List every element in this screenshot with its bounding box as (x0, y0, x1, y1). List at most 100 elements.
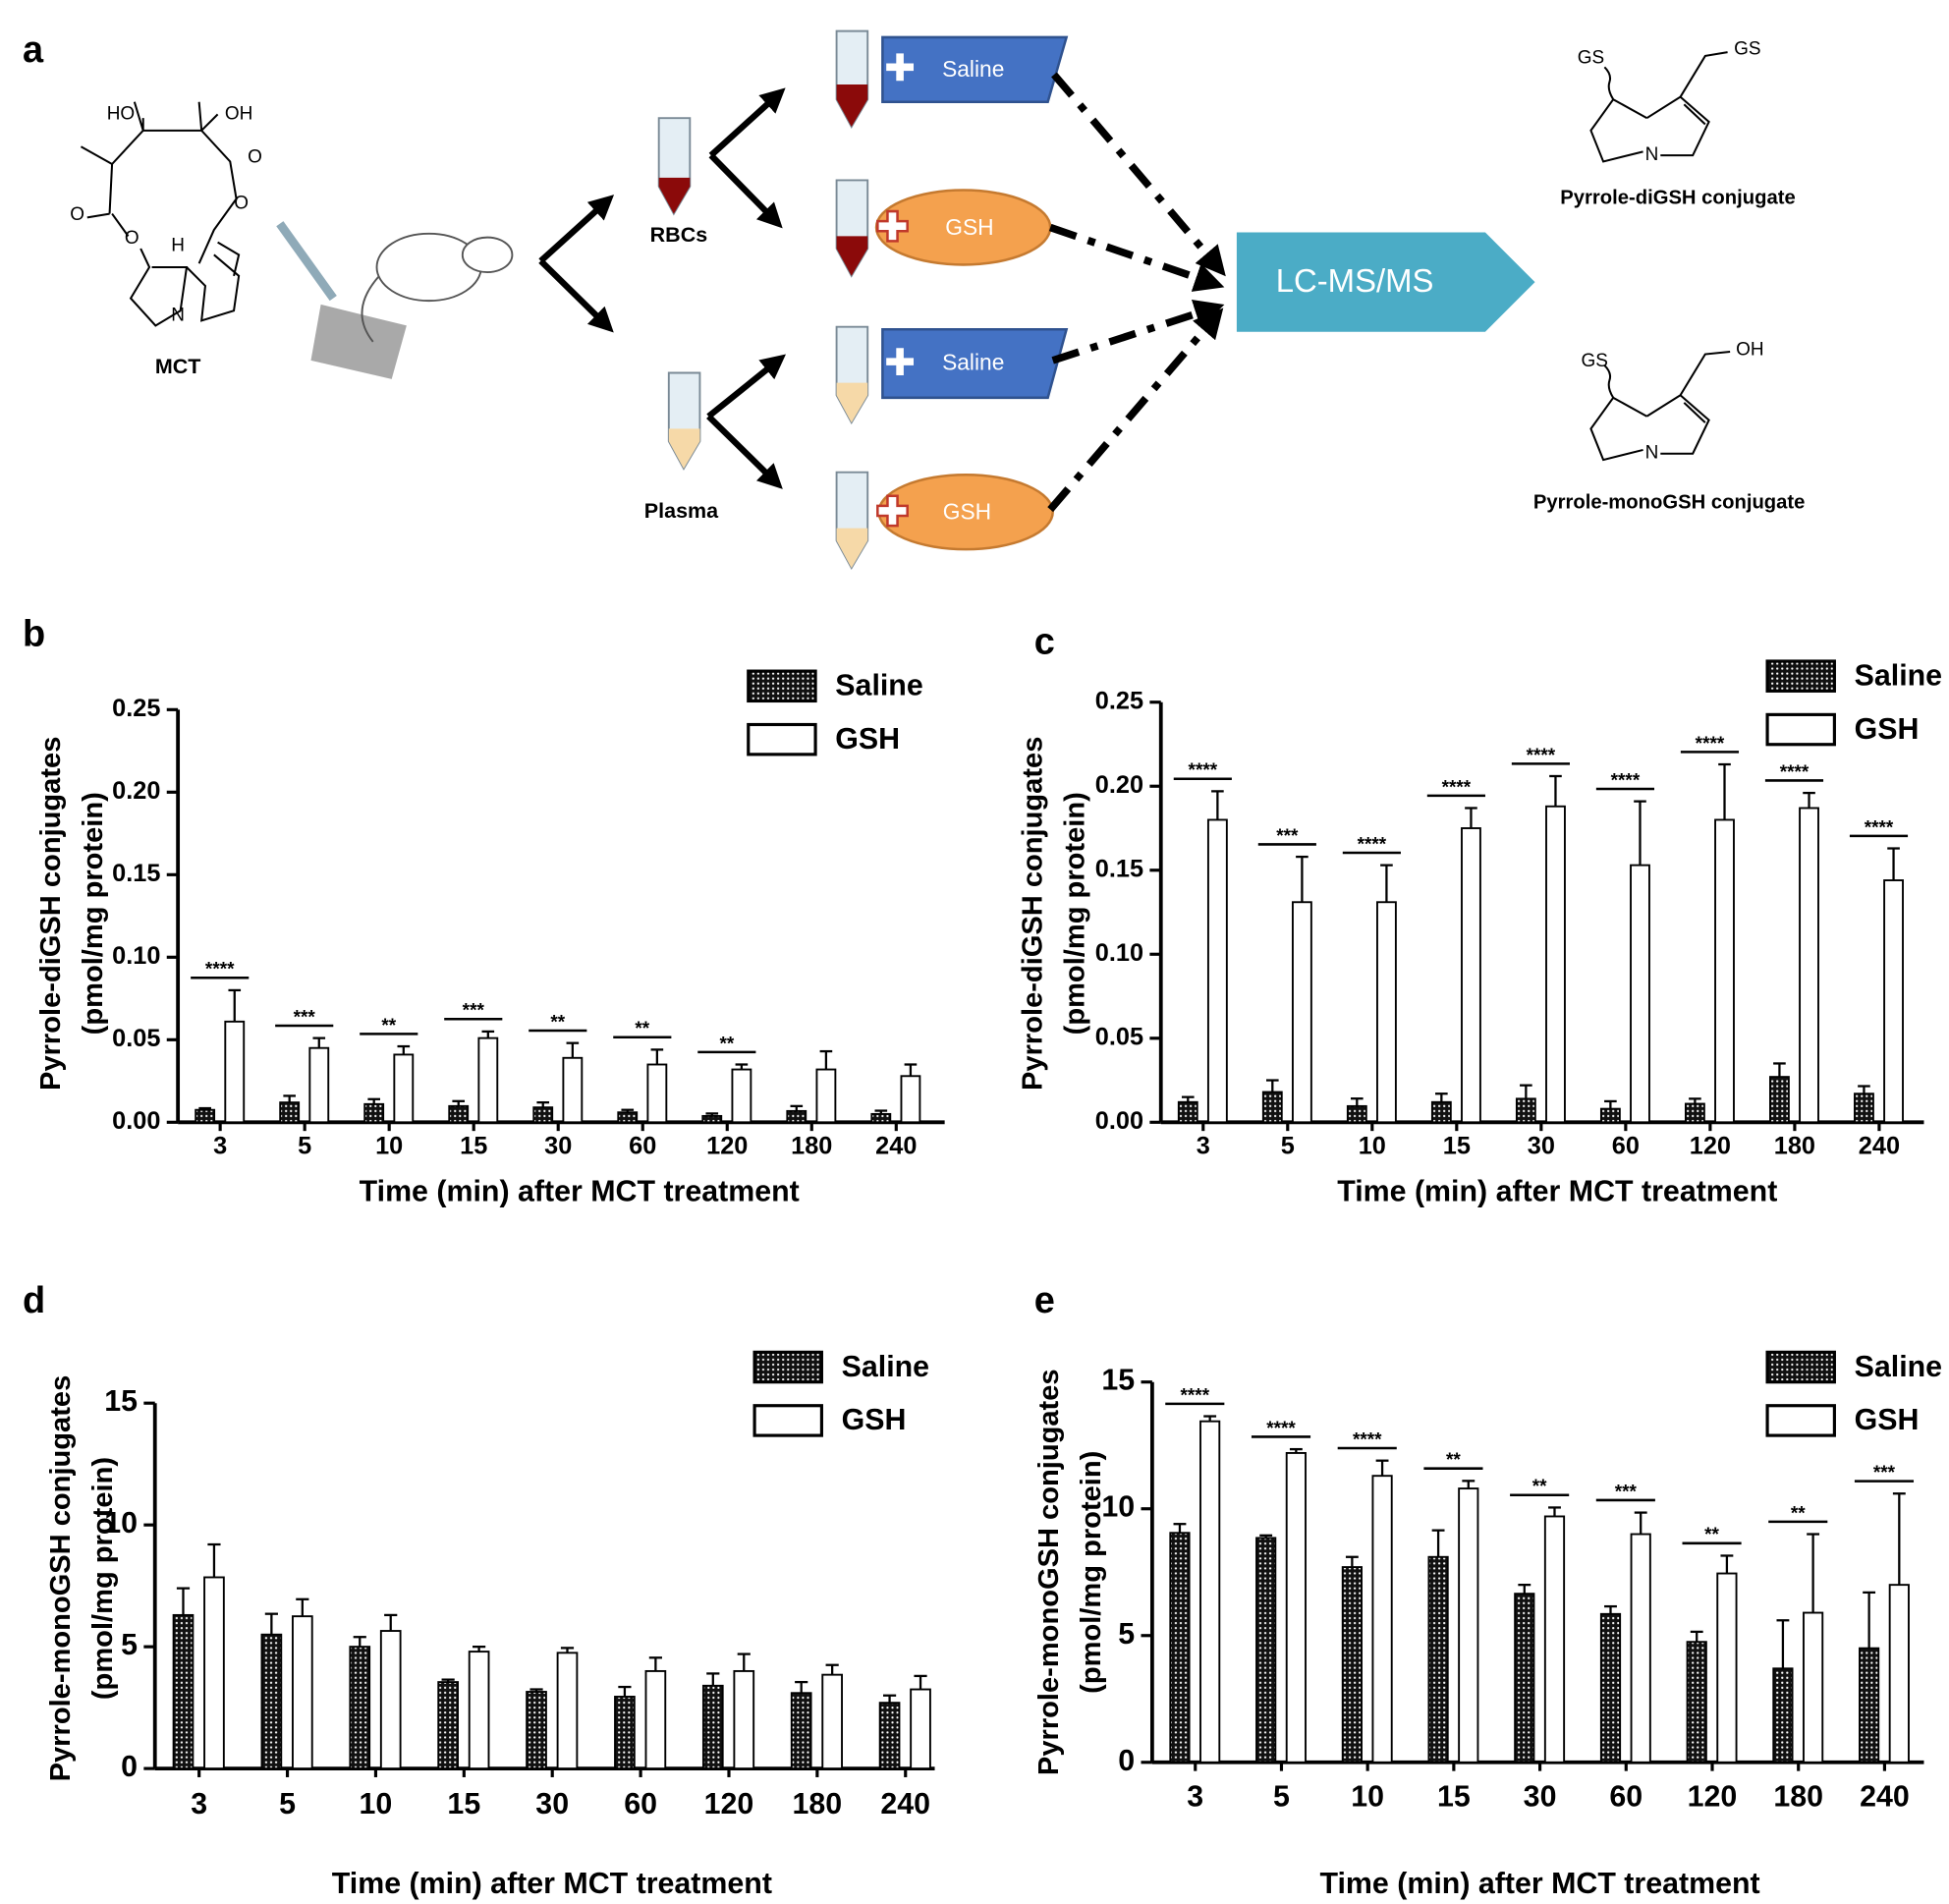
bar (786, 1109, 807, 1124)
bar (701, 1684, 724, 1770)
significance-label: **** (1611, 770, 1641, 791)
chart: e Pyrrole-monoGSH conjugates (pmol/mg prot… (1033, 1280, 1942, 1900)
panel-a: a HO OH O O O O H N MCT (23, 29, 1806, 571)
x-tick-label: 180 (791, 1132, 832, 1159)
significance-label: **** (205, 960, 235, 980)
significance-label: **** (1353, 1429, 1382, 1450)
significance-label: ** (1446, 1450, 1461, 1471)
bar (878, 1702, 901, 1770)
atom: O (248, 147, 262, 168)
treatment-label: Saline (942, 56, 1004, 82)
x-tick-label: 3 (213, 1132, 227, 1159)
bar (1545, 805, 1566, 1124)
panel-letter: e (1034, 1280, 1055, 1321)
legend-swatch (1765, 1404, 1836, 1437)
arrow (538, 258, 614, 333)
arrow (1051, 299, 1225, 364)
arrow (1047, 308, 1224, 513)
y-tick-label: 10 (104, 1507, 138, 1540)
tube-content (658, 177, 691, 214)
legend-swatch (752, 1350, 823, 1384)
y-tick-label: 5 (121, 1629, 138, 1661)
bar (701, 1114, 723, 1124)
x-tick-label: 3 (191, 1788, 207, 1820)
y-tick-label: 0.05 (112, 1025, 160, 1052)
significance-label: *** (1873, 1463, 1896, 1484)
y-axis-label: (pmol/mg protein) (1076, 1451, 1107, 1694)
y-tick-label: 0.00 (1095, 1107, 1143, 1135)
significance-label: *** (294, 1007, 316, 1028)
x-tick-label: 10 (1351, 1780, 1384, 1813)
product-label: Pyrrole-monoGSH conjugate (1533, 492, 1806, 514)
fraction-label: Plasma (644, 499, 719, 523)
atom: H (171, 235, 185, 255)
y-axis-label: (pmol/mg protein) (1059, 792, 1090, 1035)
bar (614, 1696, 636, 1770)
bar (1371, 1475, 1393, 1764)
bar (815, 1068, 837, 1124)
x-tick-label: 5 (1281, 1132, 1295, 1159)
y-tick-label: 10 (1101, 1491, 1135, 1524)
x-tick-label: 3 (1197, 1132, 1210, 1159)
legend-label: Saline (1855, 659, 1942, 692)
bar (1686, 1641, 1707, 1764)
x-tick-label: 240 (1860, 1780, 1910, 1813)
bar (291, 1615, 313, 1770)
tube-content (668, 428, 700, 469)
mouse-body (375, 232, 482, 303)
arrow (706, 354, 787, 420)
y-tick-label: 0.25 (112, 695, 160, 722)
bar (1291, 901, 1312, 1124)
bar (900, 1075, 921, 1124)
treatment-label: GSH (943, 498, 991, 524)
y-tick-label: 15 (1101, 1365, 1135, 1397)
treatment-box (881, 35, 1069, 103)
treatment-label: GSH (945, 214, 993, 240)
bar (1888, 1584, 1910, 1764)
chart: b Pyrrole-diGSH conjugates (pmol/mg protei… (23, 614, 945, 1207)
plus-sign (876, 209, 909, 243)
x-tick-label: 240 (1859, 1132, 1900, 1159)
x-tick-label: 120 (1688, 1780, 1738, 1813)
x-tick-label: 120 (1690, 1132, 1731, 1159)
bar (477, 1036, 499, 1124)
structure-bonds (1589, 51, 1728, 163)
x-axis-label: Time (min) after MCT treatment (332, 1868, 772, 1900)
bar (910, 1688, 931, 1770)
bar (393, 1053, 415, 1124)
y-tick-label: 0.20 (1095, 771, 1143, 799)
x-tick-label: 15 (460, 1132, 487, 1159)
bar (562, 1056, 584, 1124)
bar (1599, 1612, 1622, 1764)
bar (1206, 818, 1228, 1124)
x-tick-label: 60 (1612, 1132, 1640, 1159)
x-axis-label: Time (min) after MCT treatment (1337, 1175, 1777, 1207)
panel-letter: b (23, 614, 45, 655)
bar (1803, 1611, 1824, 1764)
bar (1772, 1667, 1794, 1764)
bar (1769, 1076, 1790, 1124)
y-tick-label: 0.10 (112, 942, 160, 970)
x-tick-label: 5 (298, 1132, 311, 1159)
panel-letter: d (23, 1280, 45, 1321)
bar (363, 1102, 385, 1124)
significance-label: **** (1266, 1419, 1296, 1439)
plus-sign (883, 345, 917, 378)
x-tick-label: 30 (544, 1132, 572, 1159)
significance-label: **** (1780, 762, 1810, 783)
bar (224, 1020, 246, 1124)
atom: HO (107, 103, 135, 124)
chart: c Pyrrole-diGSH conjugates (pmol/mg protei… (1017, 621, 1942, 1207)
bar (1199, 1420, 1221, 1764)
structure-bonds (1589, 350, 1731, 462)
bar (1514, 1593, 1535, 1764)
analysis-label: LC-MS/MS (1276, 262, 1434, 299)
bar (1859, 1647, 1880, 1764)
significance-label: **** (1527, 746, 1556, 766)
tube-content (836, 236, 868, 276)
legend-label: GSH (842, 1404, 907, 1436)
injection-pad (310, 304, 407, 379)
bar (733, 1669, 755, 1770)
x-tick-label: 10 (1359, 1132, 1386, 1159)
